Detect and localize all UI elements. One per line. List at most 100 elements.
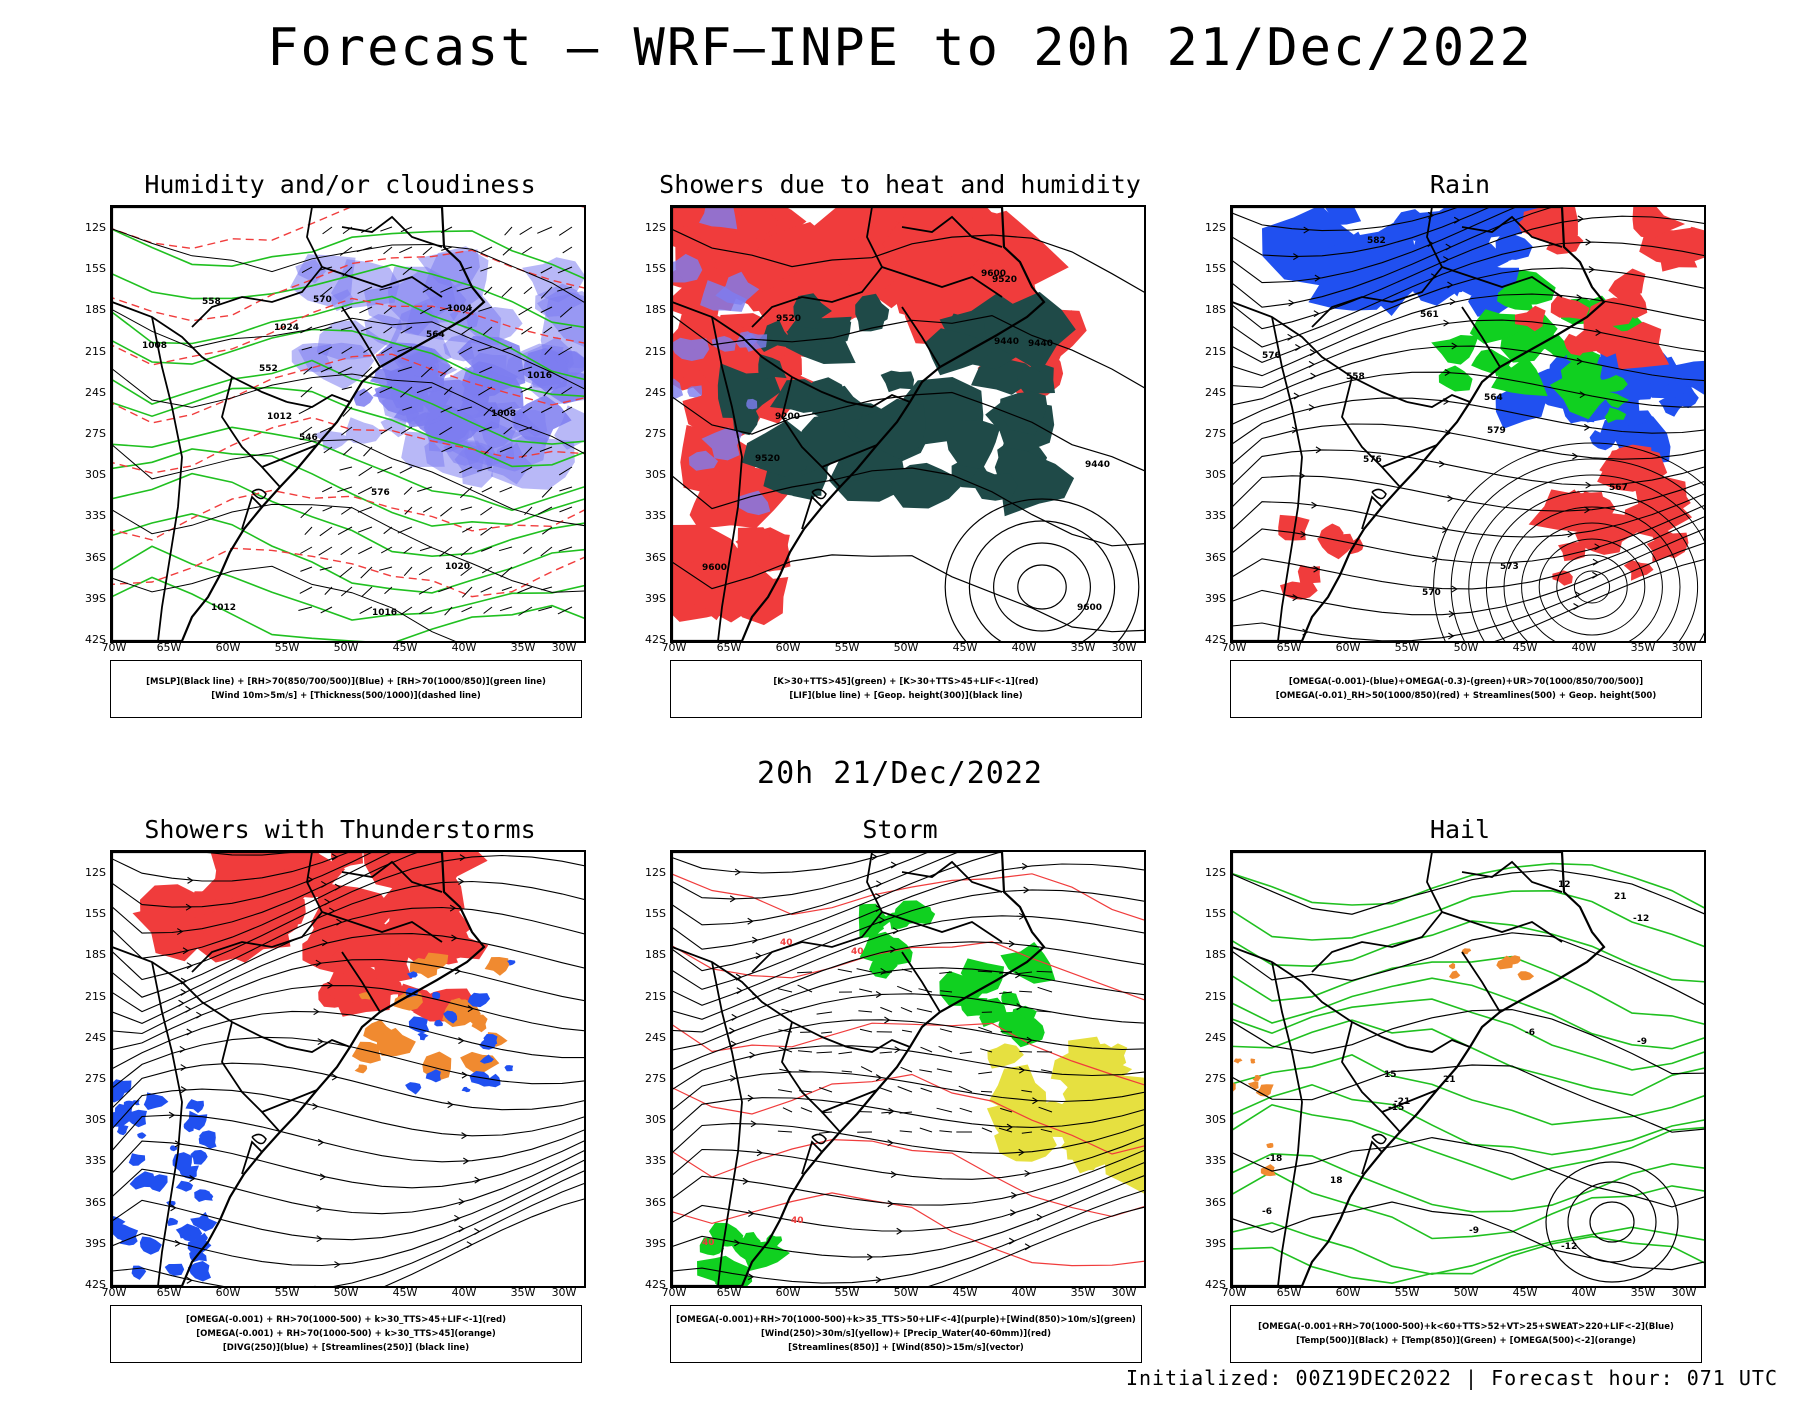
wind-vector xyxy=(502,587,512,591)
country-border xyxy=(287,1040,350,1052)
field-blob xyxy=(955,284,988,305)
legend-line: [Streamlines(850)] + [Wind(850)>15m/s](v… xyxy=(788,1341,1024,1355)
contour-label: 558 xyxy=(202,297,221,307)
wind-vector xyxy=(560,507,573,512)
streamline-arrow xyxy=(187,1277,192,1283)
wind-vector xyxy=(1037,971,1052,972)
latitude-label: 27S xyxy=(1184,1072,1226,1085)
longitude-label: 40W xyxy=(1564,641,1604,654)
field-blob xyxy=(1431,335,1478,365)
latitude-label: 15S xyxy=(624,907,666,920)
contour-label: 40 xyxy=(791,1216,804,1226)
field-blob xyxy=(1552,570,1572,585)
map-canvas: 1008100810121012101610161020102410045765… xyxy=(112,207,584,641)
streamline-arrow xyxy=(1593,559,1598,565)
wind-vector xyxy=(319,547,332,555)
country-border xyxy=(1272,962,1302,1286)
field-blob xyxy=(1439,366,1473,392)
longitude-label: 65W xyxy=(149,641,189,654)
wind-vector xyxy=(940,1029,952,1032)
field-blob xyxy=(1624,560,1654,581)
latitude-label: 21S xyxy=(1184,345,1226,358)
field-blob xyxy=(168,1218,179,1226)
streamline-arrow xyxy=(756,953,761,959)
longitude-label: 35W xyxy=(1623,641,1663,654)
longitude-label: 60W xyxy=(1328,641,1368,654)
latitude-label: 15S xyxy=(64,907,106,920)
latitude-label: 36S xyxy=(64,1196,106,1209)
contour-label: 18 xyxy=(1330,1176,1343,1186)
latitude-label: 27S xyxy=(64,1072,106,1085)
streamline-arrow xyxy=(448,1102,453,1108)
panel-thunderstorms: Showers with Thunderstorms [OMEGA(-0.001… xyxy=(60,815,620,1415)
longitude-label: 65W xyxy=(1269,641,1309,654)
wind-vector xyxy=(300,567,312,571)
longitude-label: 60W xyxy=(768,641,808,654)
longitude-label: 70W xyxy=(94,1286,134,1299)
longitude-label: 40W xyxy=(1004,641,1044,654)
panel-title: Storm xyxy=(620,815,1180,844)
latitude-label: 30S xyxy=(624,1113,666,1126)
map-canvas xyxy=(112,852,584,1286)
longitude-label: 65W xyxy=(709,1286,749,1299)
wind-vector xyxy=(921,1088,932,1092)
legend-line: [OMEGA(-0.001)+RH>70(1000-500)+k>35_TTS>… xyxy=(676,1313,1136,1327)
streamline-arrow xyxy=(467,1242,472,1248)
streamline-arrow xyxy=(454,1215,459,1221)
streamline-arrow xyxy=(187,1029,192,1035)
latitude-label: 12S xyxy=(624,866,666,879)
closed-contour xyxy=(1539,539,1645,635)
streamline-arrow xyxy=(731,1041,736,1047)
wind-vector xyxy=(559,487,572,491)
wind-vector xyxy=(482,487,492,492)
contour-line xyxy=(112,546,584,620)
wind-vector xyxy=(880,1007,892,1012)
streamline-arrow xyxy=(474,1228,479,1234)
latitude-label: 18S xyxy=(64,948,106,961)
wind-vector xyxy=(305,527,312,535)
wind-vector xyxy=(981,1091,992,1092)
closed-contour xyxy=(1574,571,1609,603)
wind-vector xyxy=(445,607,452,615)
wind-vector xyxy=(462,587,472,597)
closed-contour xyxy=(945,499,1139,641)
latitude-label: 18S xyxy=(1184,948,1226,961)
map-thunderstorms[interactable] xyxy=(110,850,586,1288)
contour-label: -6 xyxy=(1262,1207,1272,1217)
wind-vector xyxy=(419,567,432,575)
legend-line: [Wind 10m>5m/s] + [Thickness(500/1000)](… xyxy=(211,689,481,703)
wind-vector xyxy=(423,247,432,255)
field-blob xyxy=(893,900,935,924)
wind-vector xyxy=(778,1090,792,1092)
streamline-arrow xyxy=(1037,1214,1042,1220)
longitude-label: 40W xyxy=(444,641,484,654)
wind-vector xyxy=(481,247,492,252)
country-border xyxy=(1232,947,1407,1047)
wind-field xyxy=(697,1223,790,1286)
wind-vector xyxy=(521,327,532,334)
wind-vector xyxy=(897,986,912,992)
streamline-arrow xyxy=(1592,572,1597,578)
latitude-label: 27S xyxy=(624,427,666,440)
contour-lines xyxy=(1232,864,1704,1284)
wind-vector xyxy=(879,1088,892,1092)
longitude-label: 55W xyxy=(827,1286,867,1299)
longitude-label: 70W xyxy=(94,641,134,654)
panel-title: Humidity and/or cloudiness xyxy=(60,170,620,199)
longitude-label: 55W xyxy=(827,641,867,654)
streamline-arrow xyxy=(1314,311,1319,317)
contour-label: 564 xyxy=(426,330,445,340)
wind-vector xyxy=(817,1052,833,1053)
longitude-label: 35W xyxy=(1063,1286,1103,1299)
streamline-arrow xyxy=(891,862,896,868)
wind-vector xyxy=(900,1131,912,1132)
longitude-label: 65W xyxy=(709,641,749,654)
latitude-label: 39S xyxy=(624,1237,666,1250)
wind-vector xyxy=(522,247,532,254)
